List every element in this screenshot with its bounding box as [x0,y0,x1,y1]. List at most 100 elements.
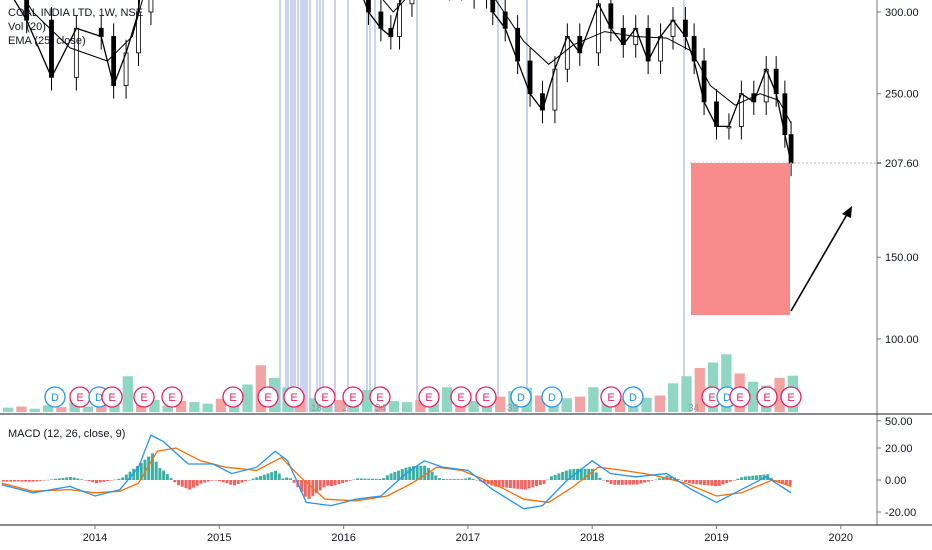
macd-histogram-bar [747,476,751,480]
volume-bar [335,399,346,412]
macd-histogram-bar [520,480,524,490]
earnings-marker-label: E [482,392,489,404]
macd-histogram-bar [214,480,218,481]
macd-histogram-bar [699,480,703,485]
volume-bar [681,376,692,412]
macd-histogram-bar [516,480,520,489]
macd-histogram-bar [150,453,154,480]
time-tick-label: 2020 [829,532,853,544]
time-tick-label: 2015 [207,532,231,544]
macd-histogram-bar [273,470,277,480]
volume-bar [189,402,200,412]
split-label: 34 [688,403,700,414]
macd-histogram-bar [382,478,386,480]
macd-histogram-bar [158,468,162,480]
macd-histogram-bar [83,480,87,481]
macd-histogram-bar [467,477,471,480]
macd-histogram-bar [20,480,24,482]
macd-histogram-bar [598,477,602,480]
macd-histogram-bar [702,480,706,485]
macd-histogram-bar [680,480,684,481]
ema-line [24,0,792,124]
macd-histogram-bar [758,475,762,480]
earnings-marker [729,386,751,408]
macd-histogram-bar [98,480,102,483]
macd-histogram-bar [684,480,688,482]
earnings-marker-label: E [76,392,83,404]
macd-histogram-bar [564,470,568,480]
macd-histogram-bar [426,468,430,480]
macd-histogram-bar [229,480,233,485]
macd-histogram-bar [318,480,322,491]
candle-body [596,3,601,54]
time-tick-label: 2016 [331,532,355,544]
macd-histogram-bar [605,480,609,483]
macd-histogram-bar [624,480,628,485]
macd-histogram-bar [61,477,65,480]
volume-bar [721,354,732,412]
volume-bar [402,402,413,412]
macd-histogram-bar [561,472,565,480]
macd-histogram-bar [72,477,76,480]
macd-histogram-bar [434,475,438,480]
earnings-marker [369,386,391,408]
macd-histogram-bar [423,465,427,480]
macd-histogram-bar [352,479,356,481]
dividend-marker-label: D [95,392,103,404]
macd-histogram-bar [546,479,550,481]
macd-histogram-bar [76,478,80,480]
macd-tick-label: -20.00 [885,507,916,519]
macd-histogram-bar [710,480,714,486]
macd-histogram-bar [236,480,240,484]
volume-bar [468,401,479,412]
macd-histogram-bar [579,468,583,480]
macd-histogram-bar [128,471,132,480]
macd-histogram-bar [277,473,281,480]
macd-histogram-bar [244,480,248,482]
macd-histogram-bar [162,470,166,480]
macd-histogram-bar [438,478,442,480]
earnings-marker-label: E [349,392,356,404]
macd-histogram-bar [590,468,594,480]
macd-histogram-bar [281,478,285,480]
macd-histogram-bar [769,478,773,480]
macd-histogram-bar [337,480,341,485]
macd-histogram-bar [288,478,292,480]
macd-histogram-bar [210,480,214,481]
volume-bar [388,401,399,412]
macd-histogram-bar [218,480,222,482]
macd-histogram-bar [594,472,598,480]
macd-histogram-bar [53,478,57,480]
macd-histogram-bar [374,478,378,480]
macd-histogram-bar [777,480,781,483]
macd-histogram-bar [523,480,527,490]
highlight-box [691,163,790,315]
earnings-marker-label: E [264,392,271,404]
macd-histogram-bar [300,480,304,492]
dividend-marker-label: D [517,392,525,404]
earnings-marker [450,386,472,408]
volume-bar [654,395,665,412]
volume-bar [614,398,626,412]
macd-histogram-bar [441,478,445,480]
volume-bar [136,403,147,412]
macd-histogram-bar [285,477,289,480]
macd-histogram-bar [620,480,624,485]
macd-histogram-bar [654,479,658,481]
earnings-marker-label: E [607,392,614,404]
volume-bar [96,404,107,412]
macd-histogram-bar [411,466,415,480]
volume-bar [16,406,27,412]
macd-histogram-bar [344,480,348,482]
volume-bar [3,407,14,412]
macd-histogram-bar [225,480,229,484]
macd-histogram-bar [784,480,788,485]
macd-histogram-bar [329,480,333,486]
macd-histogram-bar [527,480,531,489]
earnings-marker [161,386,183,408]
macd-tick-label: 20.00 [885,443,913,455]
time-tick-label: 2018 [580,532,604,544]
volume-bar [242,384,253,412]
macd-histogram-bar [27,480,31,482]
